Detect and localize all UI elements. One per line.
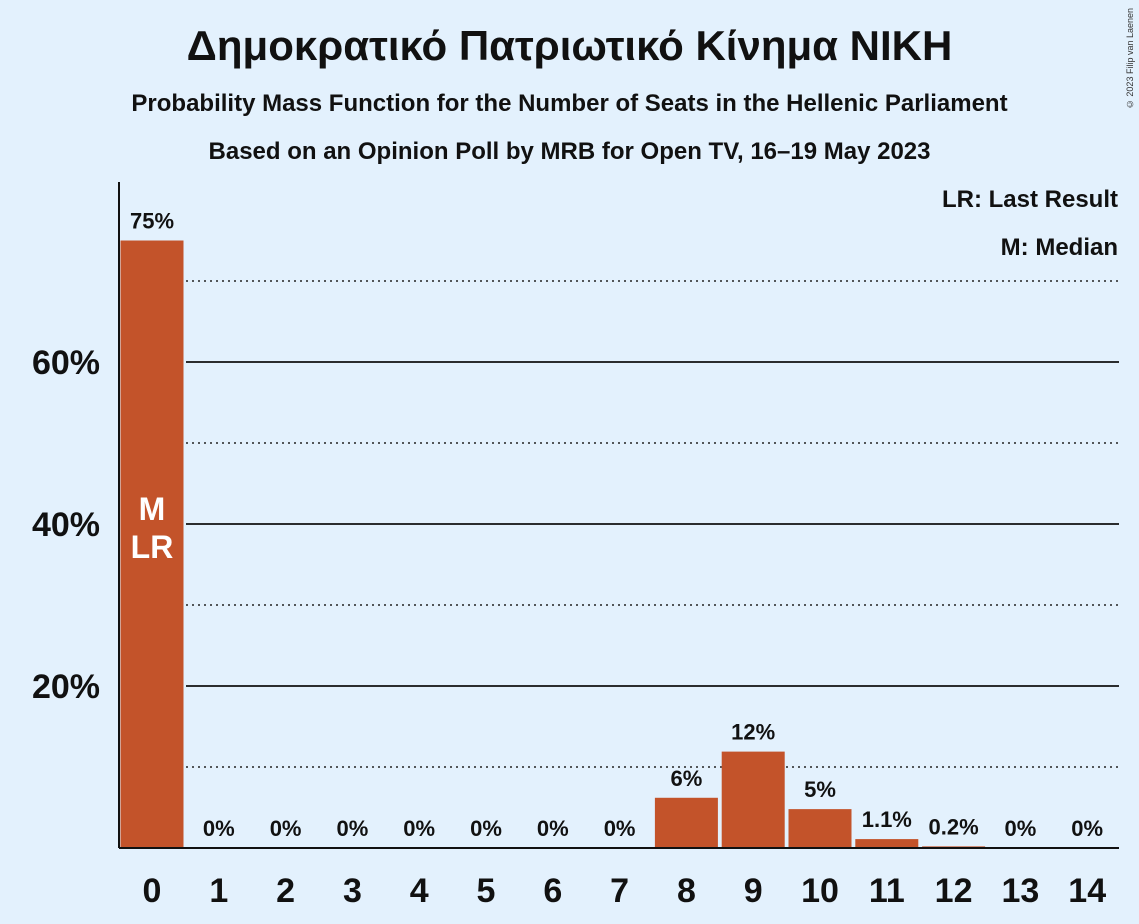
median-marker: M [139, 491, 166, 527]
x-tick-label: 6 [543, 872, 562, 910]
bar-seat-8 [654, 797, 718, 848]
bar-seat-10 [788, 809, 852, 848]
data-label: 0.2% [929, 814, 979, 839]
x-tick-label: 11 [869, 872, 905, 910]
x-tick-label: 8 [677, 872, 696, 910]
x-tick-label: 9 [744, 872, 763, 910]
bar-seat-11 [855, 839, 919, 848]
data-label: 0% [1005, 816, 1037, 841]
x-tick-label: 0 [143, 872, 162, 910]
y-tick-label: 20% [32, 668, 100, 706]
x-tick-label: 4 [410, 872, 429, 910]
data-label: 1.1% [862, 807, 912, 832]
bar-seat-0 [120, 240, 184, 848]
bar-seat-9 [721, 751, 785, 848]
data-label: 6% [671, 766, 703, 791]
data-label: 0% [1071, 816, 1103, 841]
x-tick-label: 2 [276, 872, 295, 910]
x-tick-label: 3 [343, 872, 362, 910]
legend-median: M: Median [1000, 234, 1118, 261]
x-tick-label: 5 [477, 872, 496, 910]
data-label: 0% [537, 816, 569, 841]
chart-subtitle: Probability Mass Function for the Number… [131, 90, 1008, 117]
x-tick-label: 7 [610, 872, 629, 910]
x-tick-label: 14 [1068, 872, 1106, 910]
last-result-marker: LR [131, 529, 174, 565]
data-label: 12% [731, 720, 775, 745]
x-tick-label: 10 [801, 872, 839, 910]
data-label: 0% [470, 816, 502, 841]
legend-last-result: LR: Last Result [941, 186, 1118, 213]
data-label: 0% [403, 816, 435, 841]
y-tick-label: 40% [32, 506, 100, 544]
data-label: 0% [337, 816, 369, 841]
x-tick-label: 13 [1001, 872, 1039, 910]
x-tick-label: 1 [209, 872, 228, 910]
data-label: 0% [604, 816, 636, 841]
data-label: 5% [804, 777, 836, 802]
x-tick-label: 12 [935, 872, 973, 910]
data-label: 0% [203, 816, 235, 841]
data-label: 0% [270, 816, 302, 841]
chart-source: Based on an Opinion Poll by MRB for Open… [208, 138, 931, 165]
y-tick-label: 60% [32, 344, 100, 382]
data-label: 75% [130, 209, 174, 234]
chart-title: Δημοκρατικό Πατριωτικό Κίνημα ΝΙΚΗ [186, 22, 953, 69]
